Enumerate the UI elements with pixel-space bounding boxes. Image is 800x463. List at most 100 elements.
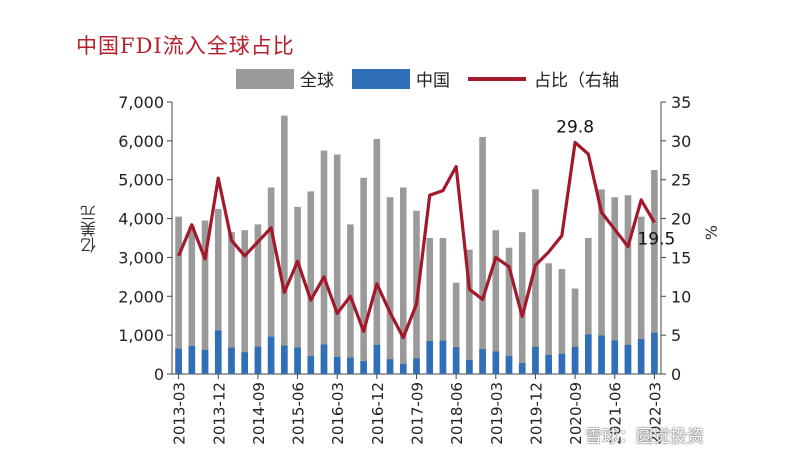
bar-global: [373, 138, 381, 374]
x-tick-label: 2015-06: [290, 382, 308, 445]
y-right-tick-label: 10: [671, 287, 691, 306]
y-right-tick-label: 30: [671, 132, 691, 151]
bar-china: [598, 335, 605, 374]
legend-swatch-share: [468, 76, 526, 81]
bar-china: [585, 334, 592, 374]
bar-global: [571, 288, 579, 374]
bar-china: [188, 346, 196, 374]
bar-global: [214, 208, 222, 374]
bar-china: [214, 330, 222, 374]
x-tick-label: 2014-09: [250, 382, 268, 445]
bar-china: [399, 363, 407, 374]
bar-china: [518, 363, 526, 374]
bar-china: [452, 347, 460, 374]
bar-china: [241, 352, 248, 374]
y-right-tick-label: 0: [671, 365, 681, 384]
bar-china: [281, 345, 288, 374]
y-right-tick-label: 15: [671, 248, 691, 267]
bar-global: [492, 230, 500, 374]
bar-china: [373, 344, 381, 374]
bar-global: [452, 282, 460, 374]
legend-swatch-china: [352, 68, 410, 89]
y-left-tick-label: 2,000: [118, 287, 164, 306]
x-tick-label: 2016-03: [329, 382, 347, 445]
x-tick-label: 2019-12: [527, 382, 545, 445]
bar-global: [558, 269, 566, 374]
legend-swatch-global: [236, 68, 294, 89]
bar-china: [571, 346, 579, 374]
bar-china: [505, 356, 513, 374]
y-left-tick-label: 0: [154, 365, 164, 384]
bar-china: [294, 347, 301, 374]
x-tick-label: 2017-09: [409, 382, 427, 445]
line-share: [177, 140, 656, 340]
legend-label-share: 占比（右轴: [534, 71, 619, 91]
bar-global: [307, 191, 315, 374]
bar-global: [611, 197, 619, 374]
bar-global: [624, 195, 632, 374]
bar-china: [624, 344, 632, 374]
bar-global: [479, 136, 486, 374]
x-tick-label: 2020-09: [567, 382, 585, 445]
bar-china: [201, 349, 209, 374]
bar-china: [545, 354, 552, 374]
bar-china: [532, 346, 539, 374]
bar-global: [360, 177, 367, 374]
bar-global: [294, 206, 301, 374]
bar-global: [439, 238, 447, 374]
y-left-tick-label: 5,000: [118, 171, 164, 190]
y-left-tick-label: 3,000: [118, 248, 164, 267]
x-tick-label: 2021-06: [607, 382, 625, 445]
chart-title: 中国FDI流入全球占比: [76, 34, 295, 58]
bar-global: [545, 263, 552, 374]
bar-china: [386, 359, 394, 374]
bar-global: [505, 247, 513, 374]
bar-china: [267, 336, 275, 374]
y-right-tick-label: 20: [671, 210, 691, 229]
bar-global: [598, 189, 605, 374]
y-right-tick-label: 5: [671, 326, 681, 345]
bar-china: [333, 356, 341, 374]
bar-global: [532, 189, 539, 374]
x-tick-label: 2013-12: [210, 382, 228, 445]
bar-global: [267, 187, 275, 374]
annotation-label: 19.5: [637, 229, 675, 249]
chart-legend: 全球 中国 占比（右轴: [236, 66, 637, 91]
bar-china: [611, 340, 619, 374]
bar-china: [558, 353, 566, 374]
bar-china: [254, 346, 262, 374]
bar-global: [333, 154, 341, 374]
bar-china: [228, 347, 235, 374]
annotation-label: 29.8: [556, 117, 594, 137]
bar-china: [175, 348, 182, 374]
bar-global: [201, 220, 209, 374]
bar-global: [399, 187, 407, 374]
bar-china: [347, 357, 354, 374]
x-tick-label: 2019-03: [488, 382, 506, 445]
bar-china: [426, 340, 434, 374]
bar-global: [241, 230, 248, 374]
bar-china: [637, 339, 645, 374]
bar-china: [651, 332, 658, 374]
bar-global: [175, 216, 182, 374]
y-right-tick-label: 35: [671, 93, 691, 112]
bar-global: [426, 238, 434, 374]
bar-global: [281, 115, 288, 374]
bar-china: [492, 351, 500, 374]
y-right-tick-label: 25: [671, 171, 691, 190]
bar-global: [466, 249, 473, 374]
y-left-tick-label: 4,000: [118, 210, 164, 229]
legend-item-share: 占比（右轴: [468, 66, 619, 91]
bar-china: [466, 360, 473, 374]
bar-global: [188, 226, 196, 374]
y-left-tick-label: 6,000: [118, 132, 164, 151]
y-left-tick-label: 1,000: [118, 326, 164, 345]
bar-global: [651, 170, 658, 374]
legend-item-china: 中国: [352, 66, 450, 91]
bar-global: [254, 224, 262, 374]
legend-label-global: 全球: [300, 71, 334, 91]
x-tick-label: 2022-03: [646, 382, 664, 445]
bar-china: [413, 358, 420, 374]
x-tick-label: 2013-03: [171, 382, 189, 445]
